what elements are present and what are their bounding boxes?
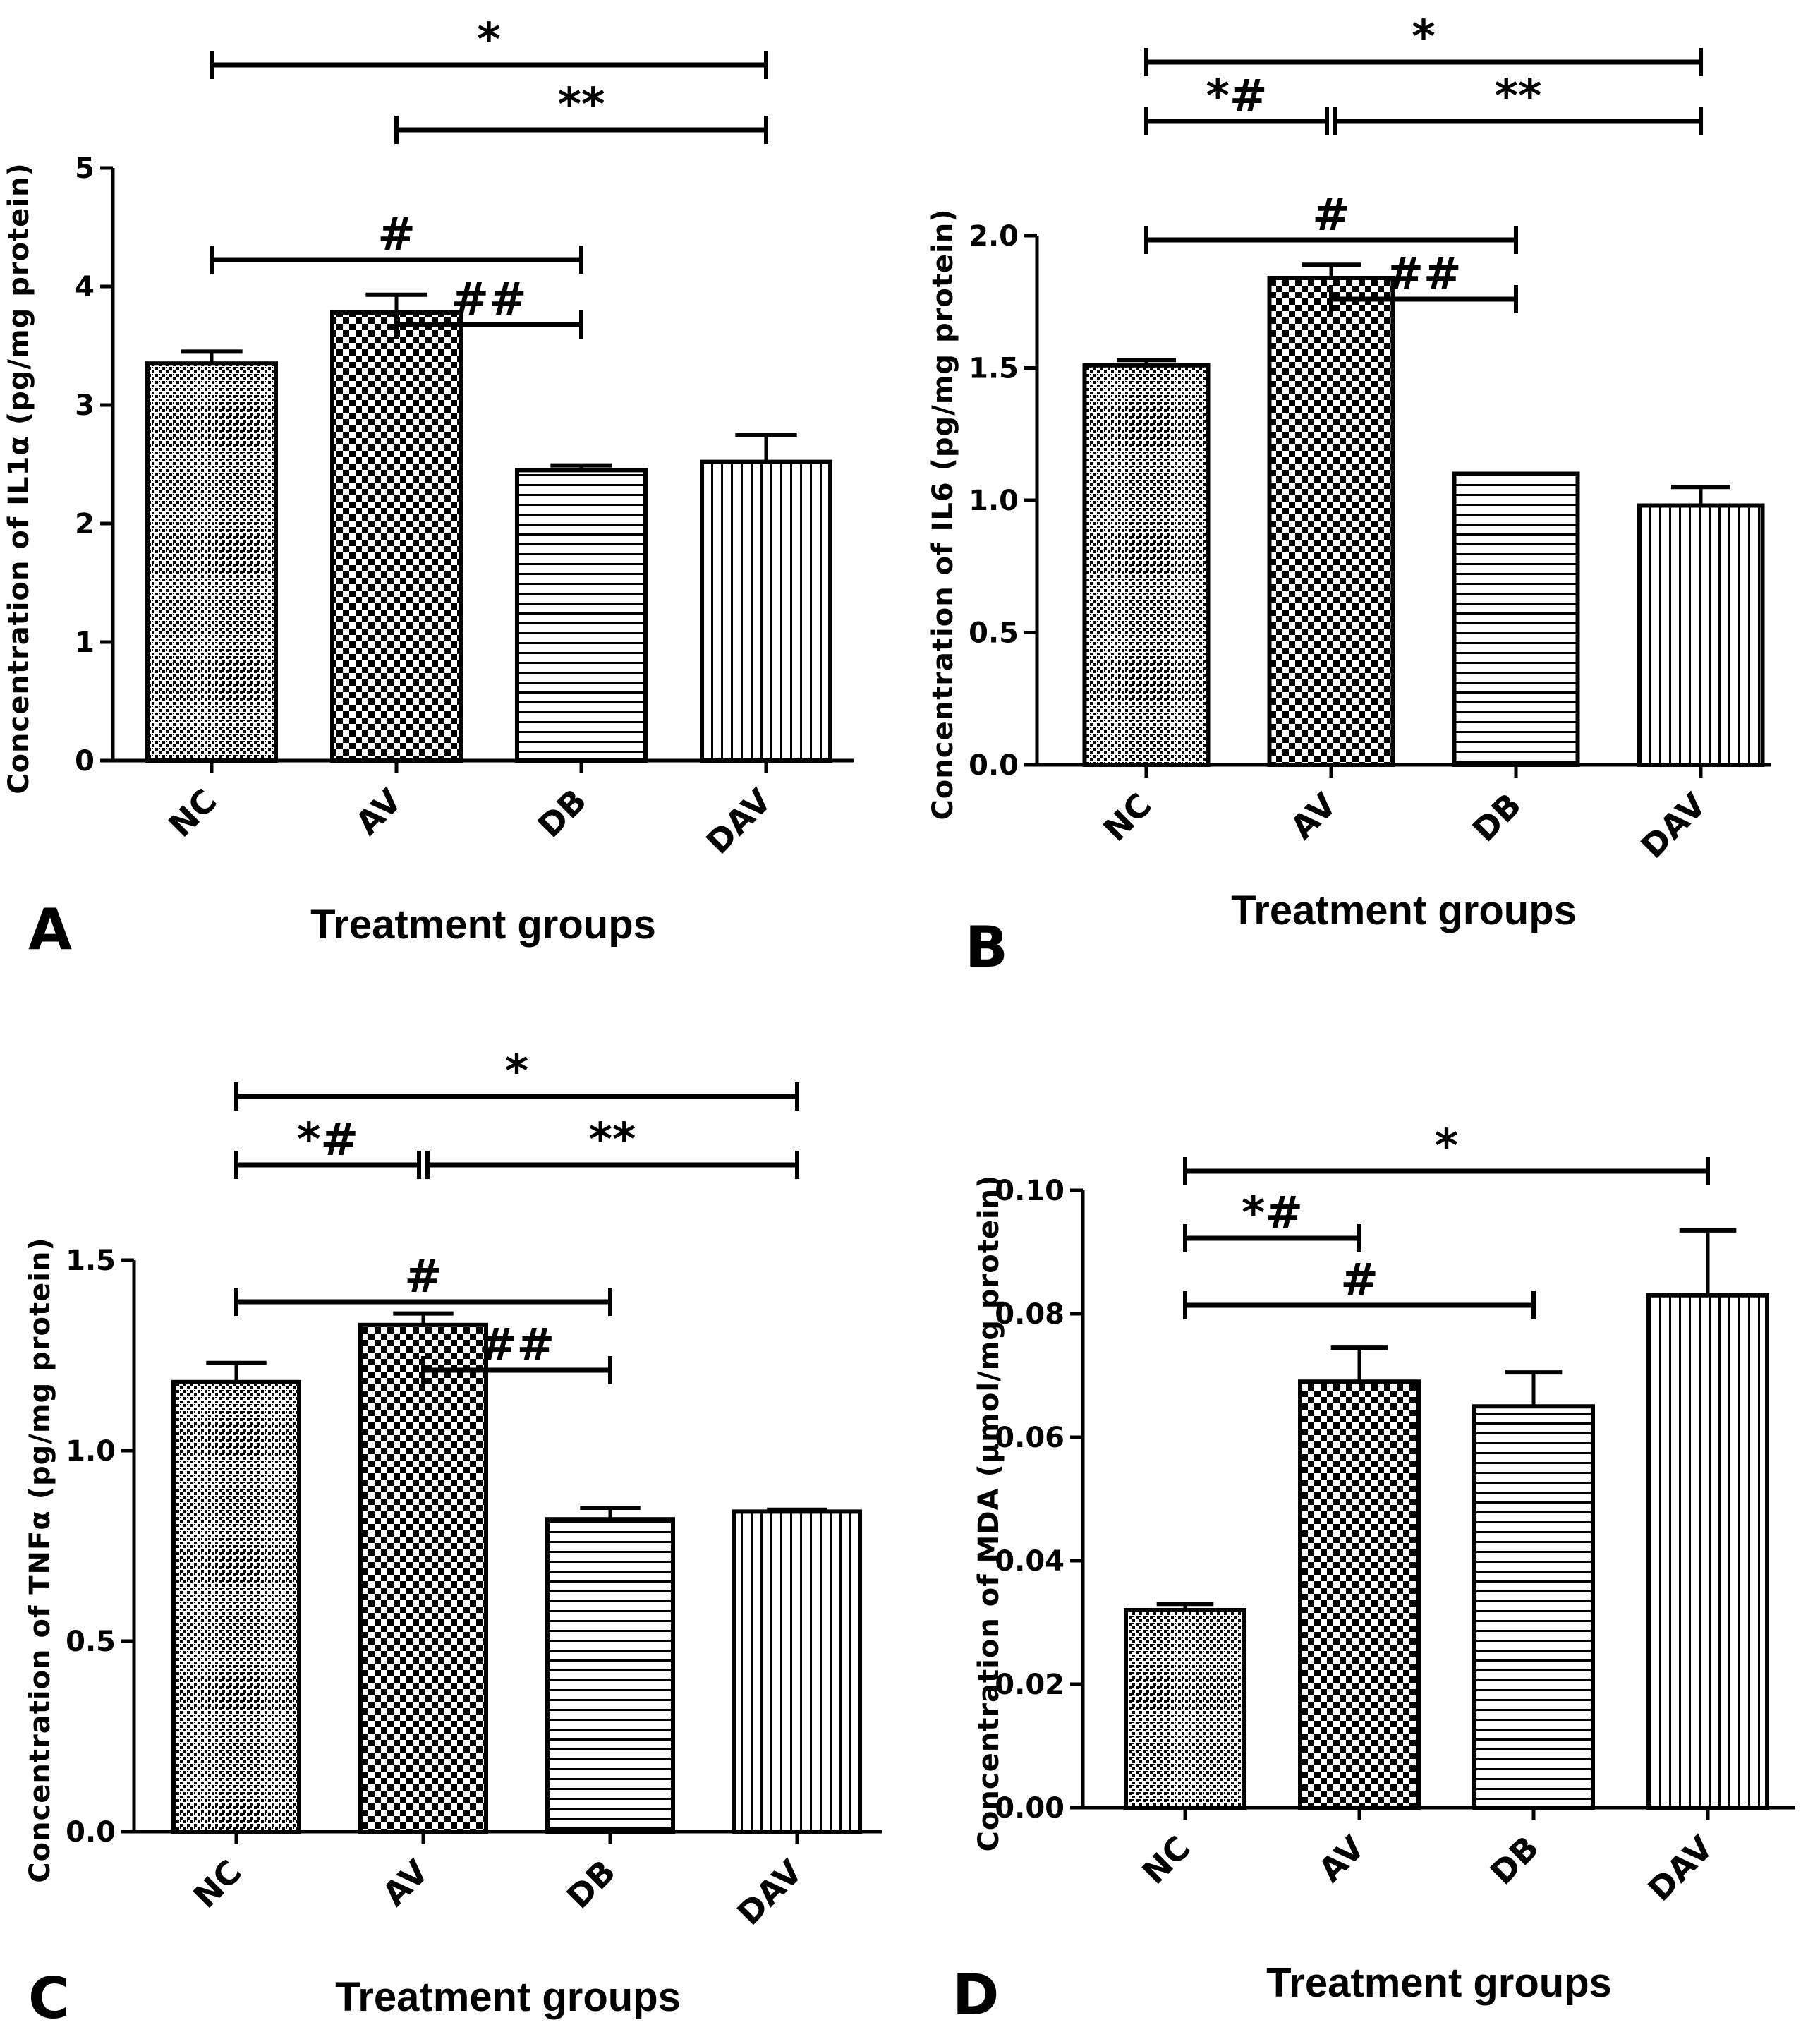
bar-av	[1267, 276, 1395, 767]
x-axis-title: Treatment groups	[1266, 1960, 1612, 2006]
category-label-db: DB	[530, 782, 594, 845]
y-tick-label: 0.0	[66, 1816, 116, 1849]
y-axis-title: Concentration of TNFα (pg/mg protein)	[24, 1237, 56, 1882]
panel-letter: D	[952, 1962, 999, 2028]
bar-dav	[732, 1509, 862, 1834]
bar-nc	[171, 1379, 301, 1834]
bar-nc	[1082, 363, 1211, 767]
y-tick-label: 1	[75, 627, 95, 659]
significance-label: *#	[1242, 1187, 1303, 1240]
significance-label: #	[377, 209, 415, 261]
y-tick-label: 0.5	[969, 617, 1019, 650]
bar-av	[1298, 1379, 1421, 1810]
significance-label: *	[1412, 11, 1435, 64]
y-tick-label: 1.5	[969, 353, 1019, 385]
bar-nc	[145, 361, 278, 763]
category-label-db: DB	[559, 1853, 623, 1916]
category-label-dav: DAV	[1640, 1828, 1721, 1909]
bar-nc	[1124, 1608, 1246, 1810]
bar-db	[545, 1517, 675, 1834]
category-label-av: AV	[1311, 1828, 1372, 1889]
significance-label: *	[505, 1046, 528, 1098]
significance-label: **	[1495, 71, 1542, 123]
y-tick-label: 1.0	[969, 485, 1019, 517]
panel-c: C Concentration of TNFα (pg/mg protein) …	[24, 1046, 882, 2031]
x-axis-title: Treatment groups	[1231, 888, 1577, 933]
category-label-db: DB	[1483, 1829, 1546, 1892]
significance-label: **	[558, 79, 605, 131]
x-axis-title: Treatment groups	[335, 1974, 681, 2020]
bar-dav	[700, 459, 832, 763]
panel-d: D Concentration of MDA (μmol/mg protein)…	[952, 1120, 1795, 2028]
y-tick-label: 0	[75, 745, 95, 778]
significance-label: ##	[451, 274, 526, 326]
bar-db	[1452, 471, 1580, 767]
significance-label: *	[477, 14, 500, 66]
x-axis-title: Treatment groups	[310, 902, 656, 948]
bar-db	[1472, 1404, 1595, 1810]
bar-dav	[1637, 503, 1765, 767]
significance-label: *#	[297, 1114, 358, 1166]
significance-label: **	[589, 1114, 636, 1166]
y-tick-label: 0.04	[995, 1545, 1064, 1578]
y-axis-title: Concentration of IL6 (pg/mg protein)	[927, 208, 959, 820]
category-label-nc: NC	[161, 782, 224, 845]
panel-letter: C	[28, 1966, 70, 2031]
panel-letter: B	[965, 914, 1008, 980]
y-tick-label: 2	[75, 508, 95, 540]
y-tick-label: 3	[75, 389, 95, 422]
y-tick-label: 0.0	[969, 749, 1019, 782]
y-tick-label: 0.02	[995, 1669, 1064, 1701]
category-label-nc: NC	[1096, 786, 1158, 849]
y-tick-label: 4	[75, 271, 95, 303]
y-axis-title: Concentration of MDA (μmol/mg protein)	[973, 1175, 1005, 1852]
bar-av	[330, 310, 463, 763]
panel-a: A Concentration of IL1α (pg/mg protein) …	[3, 14, 854, 962]
y-tick-label: 0.06	[995, 1422, 1064, 1454]
y-tick-label: 1.5	[66, 1245, 116, 1277]
category-label-av: AV	[1282, 785, 1344, 847]
y-tick-label: 0.00	[995, 1792, 1064, 1825]
bar-av	[358, 1322, 488, 1834]
category-label-dav: DAV	[729, 1852, 810, 1933]
y-tick-label: 0.10	[995, 1175, 1064, 1207]
bar-dav	[1646, 1293, 1769, 1810]
significance-label: #	[1340, 1254, 1378, 1307]
category-label-dav: DAV	[1633, 785, 1713, 866]
significance-label: ##	[479, 1319, 554, 1372]
category-label-nc: NC	[1134, 1829, 1197, 1892]
category-label-av: AV	[348, 781, 409, 842]
significance-label: #	[404, 1251, 442, 1303]
y-tick-label: 5	[75, 152, 95, 185]
y-tick-label: 1.0	[66, 1435, 116, 1468]
category-label-dav: DAV	[698, 781, 779, 861]
category-label-db: DB	[1465, 786, 1529, 849]
y-axis-title: Concentration of IL1α (pg/mg protein)	[3, 162, 35, 794]
y-tick-label: 0.08	[995, 1298, 1064, 1331]
bar-db	[515, 468, 648, 763]
y-tick-label: 0.5	[66, 1626, 116, 1658]
panel-letter: A	[28, 897, 72, 962]
significance-label: ##	[1385, 248, 1461, 301]
category-label-av: AV	[375, 1852, 436, 1913]
significance-label: *	[1435, 1120, 1458, 1173]
significance-label: #	[1312, 189, 1350, 241]
y-tick-label: 2.0	[969, 220, 1019, 253]
category-label-nc: NC	[186, 1853, 248, 1916]
panel-b: B Concentration of IL6 (pg/mg protein) T…	[927, 11, 1771, 980]
significance-label: *#	[1206, 71, 1267, 123]
